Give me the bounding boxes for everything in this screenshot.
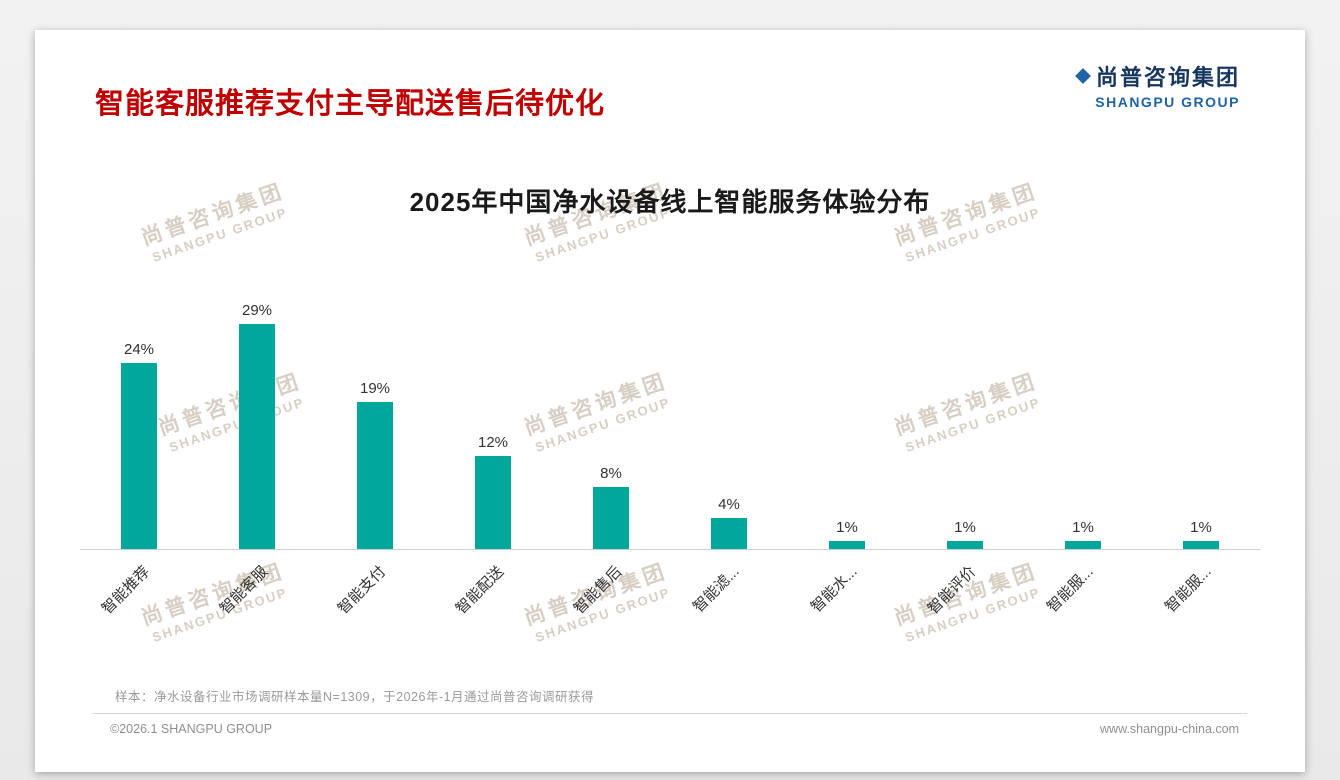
sample-note: 样本：净水设备行业市场调研样本量N=1309，于2026年-1月通过尚普咨询调研… [115,690,595,704]
bar-column: 8% 智能售后 [552,290,670,618]
bar-chart: 24% 智能推荐 29% 智能客服 19% 智能支付 12% 智能配送 8% 智能售后 4% 智能滤.… [80,290,1260,618]
bar [947,541,983,549]
bar-value-label: 8% [600,464,622,482]
bar [829,541,865,549]
logo-text-en: SHANGPU GROUP [1095,94,1240,110]
x-axis-label: 智能服... [1044,563,1098,616]
bar-column: 1% 智能水... [788,290,906,616]
bar-value-label: 1% [1190,519,1212,537]
website-link[interactable]: www.shangpu-china.com [1100,722,1239,736]
x-axis-label: 智能滤... [690,563,744,616]
bar-column: 19% 智能支付 [316,290,434,618]
bar-column: 29% 智能客服 [198,290,316,618]
bar-column: 12% 智能配送 [434,290,552,618]
bar [711,517,747,549]
bar-value-label: 4% [718,495,740,513]
bar-column: 1% 智能服... [1142,290,1260,616]
bar-value-label: 1% [1072,519,1094,537]
bar-value-label: 29% [241,302,273,319]
x-axis-label: 智能服... [1162,563,1216,616]
bar [1183,541,1219,549]
logo-text-cn: 尚普咨询集团 [1095,65,1240,90]
x-axis-label: 智能客服 [216,563,272,618]
bar-value-label: 12% [477,433,509,451]
bar [1065,541,1101,549]
bar [593,486,629,549]
bar [239,324,275,549]
x-axis-label: 智能水... [808,563,862,616]
bar [357,401,393,549]
slide-content: 智能客服推荐支付主导配送售后待优化 尚普咨询集团 SHANGPU GROUP 2… [35,30,1305,772]
bar-column: 1% 智能服... [1024,290,1142,616]
slide: 尚普咨询集团 SHANGPU GROUP 尚普咨询集团 SHANGPU GROUP 尚普… [35,30,1305,772]
bar-value-label: 19% [359,379,391,397]
bar [475,455,511,549]
footer-divider [93,713,1247,714]
chart-title: 2025年中国净水设备线上智能服务体验分布 [409,187,931,217]
bar-value-label: 1% [836,519,858,537]
bar-column: 1% 智能评价 [906,290,1024,618]
x-axis-label: 智能支付 [334,563,390,618]
footer: ©2026.1 SHANGPU GROUP www.shangpu-china.… [110,722,1239,736]
x-axis-label: 智能评价 [924,563,980,618]
bar-column: 4% 智能滤... [670,290,788,616]
logo-icon [1075,68,1091,84]
logo: 尚普咨询集团 SHANGPU GROUP [1075,60,1240,110]
copyright-text: ©2026.1 SHANGPU GROUP [110,722,273,736]
page-title: 智能客服推荐支付主导配送售后待优化 [95,88,606,120]
bar-value-label: 24% [123,340,155,358]
x-axis-label: 智能配送 [452,563,508,618]
x-axis-label: 智能售后 [570,563,626,618]
bar-value-label: 1% [954,519,976,537]
x-axis-label: 智能推荐 [98,563,154,618]
bar-column: 24% 智能推荐 [80,290,198,618]
bar [121,362,157,549]
